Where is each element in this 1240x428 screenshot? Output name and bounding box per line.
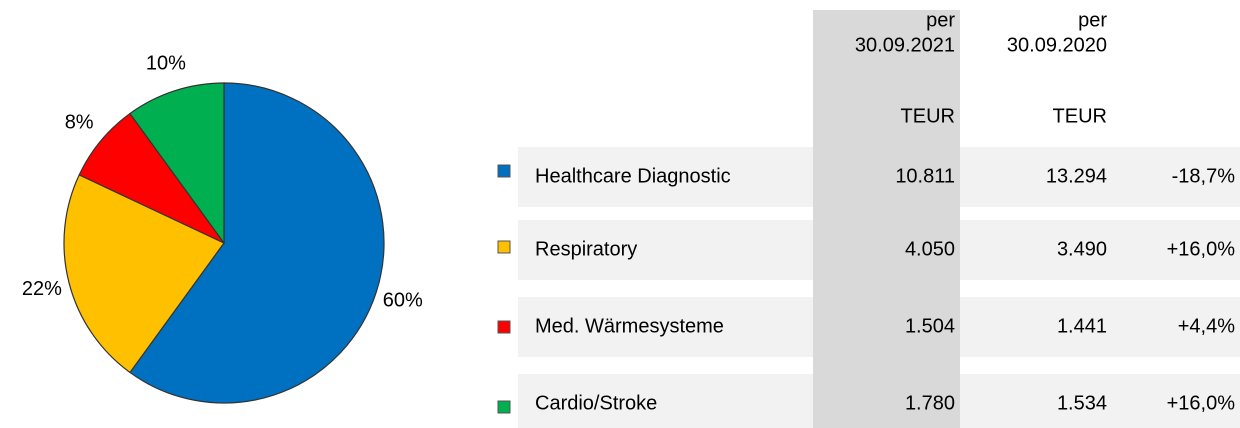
- table-cell: 3.490: [1057, 238, 1107, 260]
- table-cell: 1.534: [1057, 392, 1107, 414]
- table-cell: +16,0%: [1167, 238, 1236, 260]
- legend-swatch: [497, 400, 511, 414]
- row-band: [960, 374, 1240, 428]
- column-header: per: [1078, 9, 1107, 31]
- slice-label: 8%: [65, 111, 94, 133]
- row-band-highlight: [813, 147, 960, 207]
- column-unit: TEUR: [901, 105, 955, 127]
- column-header: 30.09.2020: [1007, 34, 1107, 56]
- slice-label: 22%: [22, 278, 62, 300]
- row-band-highlight: [813, 374, 960, 428]
- row-band-highlight: [813, 297, 960, 357]
- slice-label: 10%: [146, 52, 186, 74]
- row-band: [960, 147, 1240, 207]
- table-cell: 10.811: [895, 165, 955, 187]
- column-header: per: [926, 9, 955, 31]
- table-cell: -18,7%: [1172, 165, 1236, 187]
- row-band-highlight: [813, 220, 960, 280]
- row-label: Healthcare Diagnostic: [535, 165, 731, 187]
- table-cell: 13.294: [1046, 165, 1107, 187]
- table-cell: 4.050: [905, 238, 955, 260]
- table-cell: 1.441: [1057, 315, 1107, 337]
- row-band: [518, 374, 813, 428]
- highlight-column: [813, 10, 960, 428]
- row-label: Med. Wärmesysteme: [535, 315, 724, 337]
- row-band: [518, 220, 813, 280]
- legend-swatch: [497, 320, 511, 334]
- row-band: [518, 297, 813, 357]
- table-cell: +16,0%: [1167, 392, 1236, 414]
- row-band: [518, 147, 813, 207]
- table-cell: +4,4%: [1178, 315, 1235, 337]
- pie-slice: [129, 82, 385, 404]
- table-cell: 1.504: [905, 315, 955, 337]
- legend-swatch: [497, 240, 511, 254]
- pie-slice: [129, 82, 225, 245]
- legend-swatch: [497, 164, 511, 178]
- row-band: [960, 220, 1240, 280]
- column-header: 30.09.2021: [855, 34, 955, 56]
- column-unit: TEUR: [1053, 105, 1107, 127]
- row-band: [960, 297, 1240, 357]
- slice-label: 60%: [383, 289, 423, 311]
- row-label: Respiratory: [535, 238, 637, 260]
- row-label: Cardio/Stroke: [535, 392, 657, 414]
- table-cell: 1.780: [905, 392, 955, 414]
